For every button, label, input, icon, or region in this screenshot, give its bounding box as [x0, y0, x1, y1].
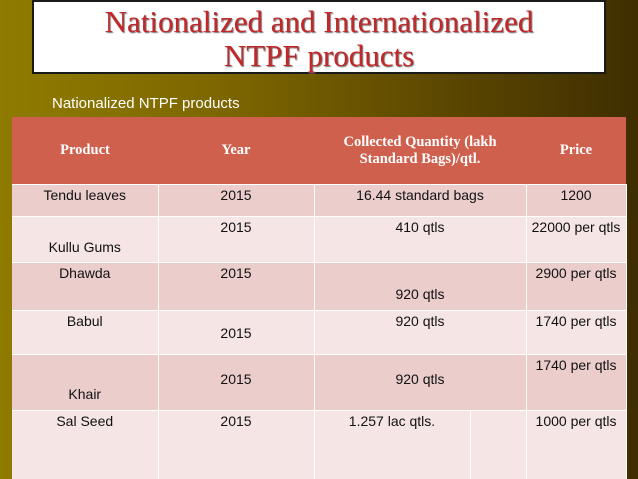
table-row: Dhawda 2015 920 qtls 2900 per qtls: [12, 262, 627, 311]
table-row: Babul 2015 920 qtls 1740 per qtls: [12, 310, 627, 355]
table-row: Sal Seed 2015 1.257 lac qtls. 1000 per q…: [12, 410, 627, 479]
table-row: Khair 2015 920 qtls 1740 per qtls: [12, 354, 627, 411]
title-line-2: NTPF products: [223, 38, 415, 73]
cell-year: 2015: [158, 216, 315, 263]
table-row: Tendu leaves 2015 16.44 standard bags 12…: [12, 184, 627, 217]
cell-quantity: 920 qtls: [314, 310, 527, 355]
cell-price: 1740 per qtls: [526, 310, 627, 355]
title-box: Nationalized and Internationalized NTPF …: [32, 0, 606, 74]
cell-quantity-empty: [470, 410, 527, 479]
cell-product: Dhawda: [12, 262, 159, 311]
cell-year: 2015: [158, 262, 315, 311]
header-year: Year: [158, 117, 314, 185]
cell-quantity: 920 qtls: [314, 262, 527, 311]
cell-year: 2015: [157, 354, 315, 411]
ntpf-table: Product Year Collected Quantity (lakh St…: [12, 117, 627, 479]
cell-product: Sal Seed: [12, 410, 159, 479]
cell-quantity: 16.44 standard bags: [314, 184, 527, 217]
cell-quantity: 1.257 lac qtls.: [314, 410, 471, 479]
cell-price: 2900 per qtls: [526, 262, 627, 311]
cell-quantity: 920 qtls: [314, 354, 527, 411]
title-line-1: Nationalized and Internationalized: [104, 4, 534, 39]
cell-year: 2015: [158, 184, 315, 217]
cell-product: Tendu leaves: [12, 184, 159, 217]
cell-price: 1740 per qtls: [526, 354, 627, 411]
header-quantity: Collected Quantity (lakh Standard Bags)/…: [314, 117, 527, 185]
cell-price: 1000 per qtls: [526, 410, 627, 479]
cell-product: Kullu Gums: [12, 216, 159, 263]
table-row: Kullu Gums 2015 410 qtls 22000 per qtls: [12, 216, 627, 263]
subtitle: Nationalized NTPF products: [52, 95, 240, 112]
cell-year: 2015: [158, 410, 315, 479]
cell-price: 1200: [526, 184, 627, 217]
cell-product: Khair: [12, 354, 159, 411]
cell-product: Babul: [12, 310, 159, 355]
header-product: Product: [12, 117, 158, 185]
cell-quantity: 410 qtls: [314, 216, 527, 263]
cell-price: 22000 per qtls: [526, 216, 627, 263]
header-price: Price: [526, 117, 627, 185]
table-header-row: Product Year Collected Quantity (lakh St…: [12, 117, 627, 185]
cell-year: 2015: [158, 310, 315, 355]
